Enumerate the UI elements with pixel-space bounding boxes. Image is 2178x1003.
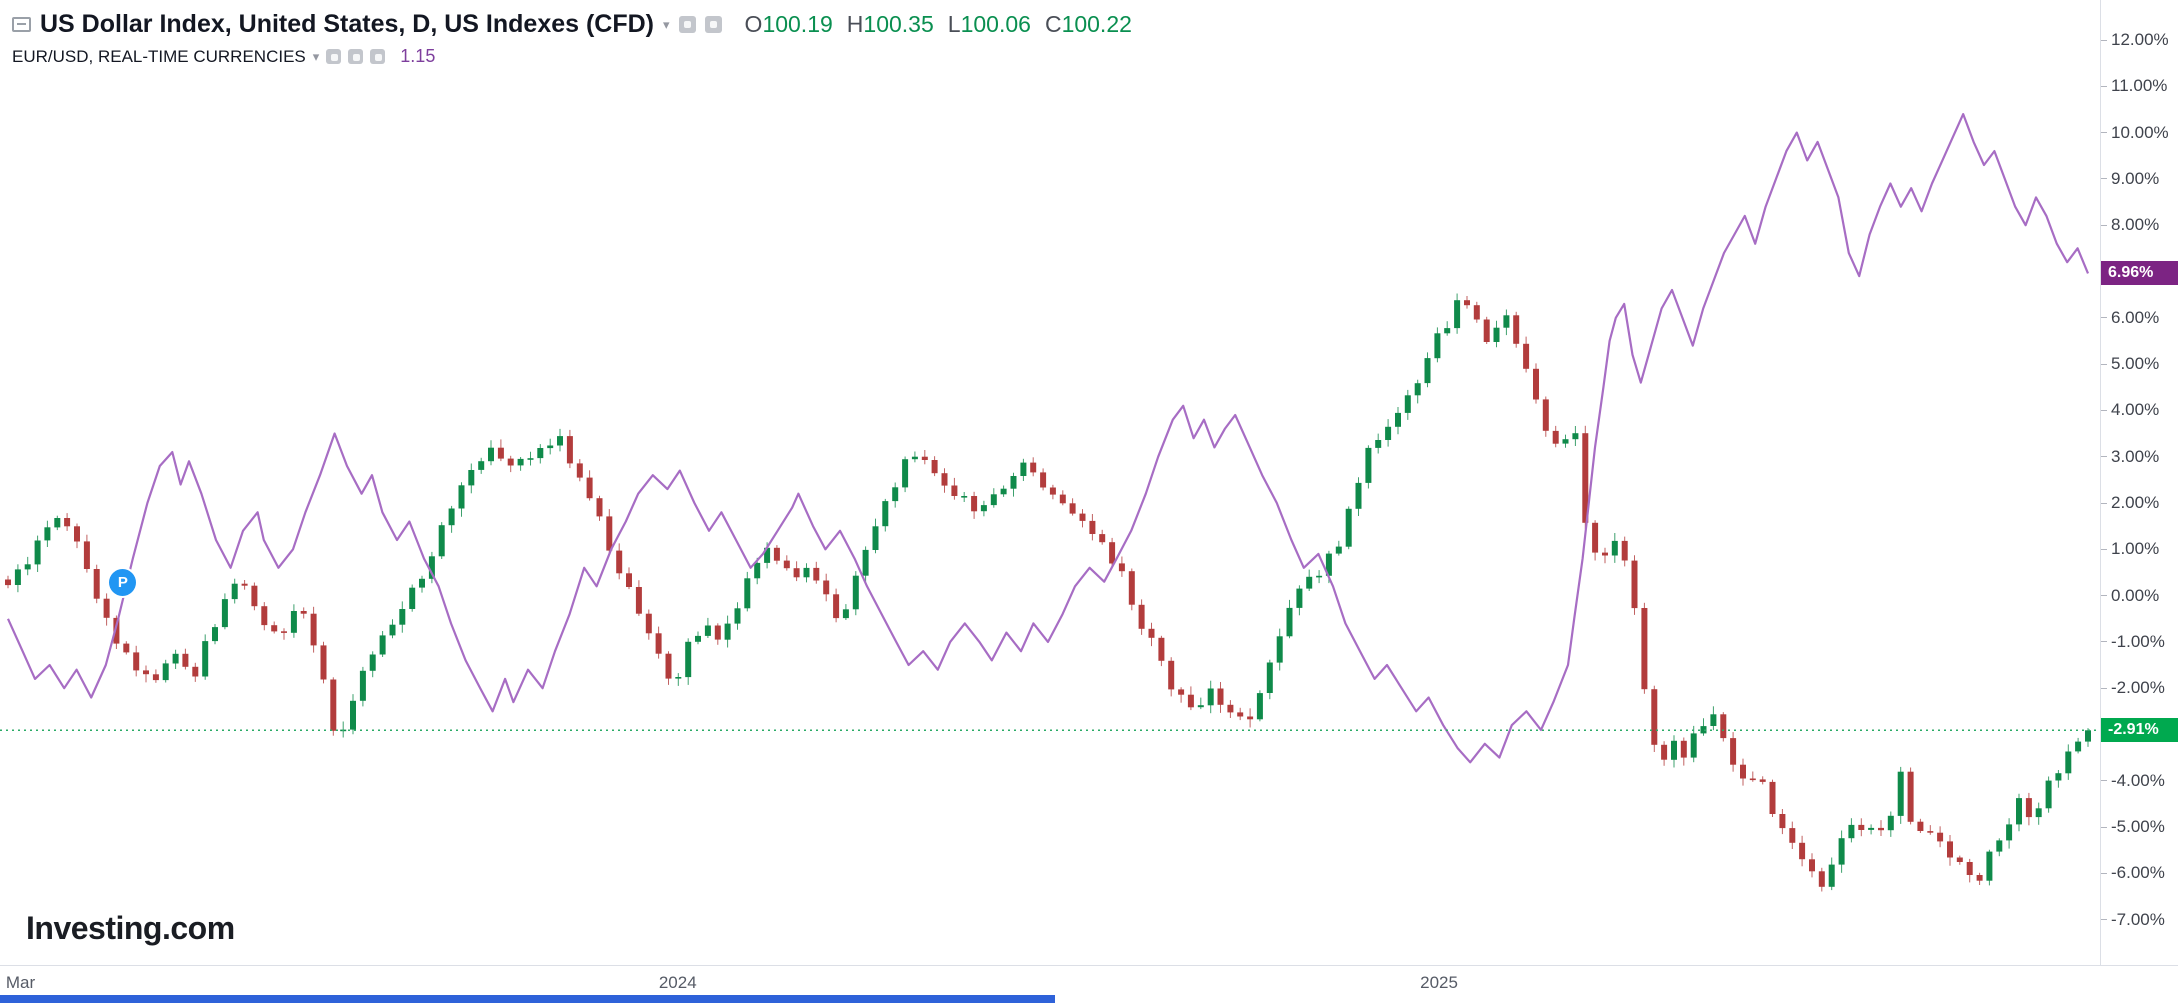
y-axis-label: -1.00% [2111, 631, 2165, 651]
y-axis-label: 2.00% [2111, 493, 2160, 512]
y-axis-tick [2101, 919, 2107, 921]
ohlc-low-label: L [947, 11, 961, 37]
y-axis-tick [2101, 363, 2107, 365]
y-axis-tick [2101, 780, 2107, 782]
ohlc-open-label: O [744, 11, 763, 37]
y-axis-tick [2101, 456, 2107, 458]
y-axis-label: 6.00% [2111, 307, 2160, 327]
collapse-legend-icon[interactable] [12, 17, 31, 32]
y-axis-label: -2.00% [2111, 678, 2165, 698]
ohlc-close-value: 100.22 [1061, 11, 1132, 37]
y-axis-label: -6.00% [2111, 863, 2165, 883]
chevron-down-icon[interactable]: ▾ [663, 16, 670, 32]
ohlc-open-value: 100.19 [762, 11, 833, 37]
y-axis-label: 10.00% [2111, 122, 2169, 142]
bottom-bar [0, 995, 1055, 1003]
y-axis-tick [2101, 872, 2107, 874]
y-axis-tick [2101, 641, 2107, 643]
badge-candle-text: -2.91% [2108, 721, 2159, 739]
ohlc-close: C100.22 [1045, 11, 1132, 38]
visibility-icon[interactable] [326, 49, 342, 64]
last-price-badge-usdollar: -2.91% [2101, 718, 2178, 743]
marker-label: P [117, 573, 128, 591]
y-axis-label: 4.00% [2111, 400, 2160, 420]
ohlc-readout: O100.19 H100.35 L100.06 C100.22 [745, 11, 1132, 38]
compare-symbol-title[interactable]: EUR/USD, REAL-TIME CURRENCIES [12, 46, 306, 66]
y-axis[interactable]: 12.00%11.00%10.00%9.00%8.00%7.00%6.00%5.… [2100, 0, 2178, 965]
y-axis-tick [2101, 224, 2107, 226]
ohlc-low: L100.06 [948, 11, 1031, 38]
compare-value: 1.15 [400, 46, 436, 66]
x-axis-label: 2024 [658, 973, 697, 992]
y-axis-label: 9.00% [2111, 168, 2160, 188]
y-axis-label: 8.00% [2111, 215, 2160, 235]
ohlc-high-value: 100.35 [863, 11, 934, 37]
y-axis-tick [2101, 409, 2107, 411]
y-axis-label: 0.00% [2111, 585, 2160, 605]
close-icon[interactable] [370, 49, 386, 64]
ohlc-high-label: H [846, 11, 864, 37]
settings-icon[interactable] [704, 16, 722, 33]
y-axis-tick [2101, 85, 2107, 87]
ohlc-high: H100.35 [847, 11, 934, 38]
y-axis-label: 3.00% [2111, 446, 2160, 466]
series-marker-p[interactable]: P [109, 568, 137, 596]
investing-logo-text: Investing.com [26, 910, 235, 946]
y-axis-label: -4.00% [2111, 770, 2165, 790]
legend-row-compare: EUR/USD, REAL-TIME CURRENCIES ▾ 1.15 [12, 46, 1132, 67]
visibility-icon[interactable] [678, 16, 696, 33]
y-axis-tick [2101, 826, 2107, 828]
y-axis-label: 11.00% [2111, 76, 2168, 96]
x-axis-label: 2025 [1420, 973, 1458, 992]
y-axis-tick [2101, 178, 2107, 180]
chevron-down-icon[interactable]: ▾ [312, 48, 320, 64]
chart-legend: US Dollar Index, United States, D, US In… [12, 10, 1132, 67]
investing-logo: Investing.com [26, 910, 235, 947]
y-axis-tick [2101, 595, 2107, 597]
y-axis-tick [2101, 39, 2107, 41]
ohlc-open: O100.19 [745, 11, 833, 38]
y-axis-label: 1.00% [2111, 539, 2160, 559]
y-axis-label: 12.00% [2111, 30, 2169, 49]
y-axis-tick [2101, 317, 2107, 319]
symbol-title[interactable]: US Dollar Index, United States, D, US In… [40, 10, 655, 38]
x-axis-label: Mar [5, 973, 36, 992]
y-axis-label: 5.00% [2111, 354, 2160, 374]
y-axis-tick [2101, 687, 2107, 689]
ohlc-low-value: 100.06 [960, 11, 1031, 37]
price-chart-canvas[interactable] [0, 0, 2100, 965]
y-axis-tick [2101, 132, 2107, 134]
y-axis-label: -5.00% [2111, 817, 2165, 837]
settings-icon[interactable] [348, 49, 364, 64]
legend-row-main: US Dollar Index, United States, D, US In… [12, 10, 1132, 39]
last-price-badge-eurusd: 6.96% [2101, 261, 2178, 286]
y-axis-tick [2101, 548, 2107, 550]
ohlc-close-label: C [1044, 11, 1062, 37]
y-axis-tick [2101, 502, 2107, 504]
y-axis-label: -7.00% [2111, 909, 2165, 929]
badge-line-text: 6.96% [2108, 264, 2154, 282]
